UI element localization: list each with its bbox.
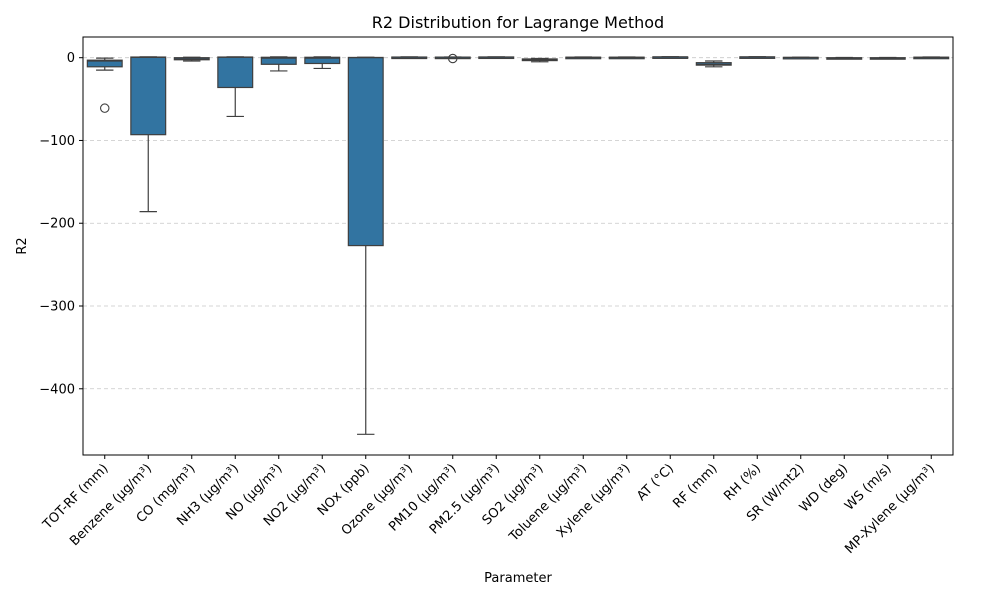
box-group	[304, 56, 341, 70]
x-axis-label: Parameter	[484, 571, 552, 586]
plot-frame	[82, 36, 954, 456]
box-iqr	[347, 56, 384, 247]
box-group	[130, 56, 167, 213]
gridlines	[83, 57, 953, 390]
box-group	[391, 56, 428, 60]
y-axis: 0 −100 −200 −300 −400	[39, 51, 83, 397]
x-tick-label: Toluene (µg/m³)	[506, 461, 590, 545]
box-group	[782, 56, 819, 60]
box-iqr	[304, 56, 341, 65]
x-tick-label: AT (°C)	[634, 461, 677, 504]
box-iqr	[86, 59, 123, 68]
chart-title: R2 Distribution for Lagrange Method	[372, 13, 664, 32]
box-group	[826, 56, 863, 60]
box-group	[260, 56, 297, 72]
x-axis: TOT-RF (mm)Benzene (µg/m³)CO (mg/m³)NH3 …	[40, 455, 938, 557]
box-group	[86, 57, 123, 113]
outlier-point	[447, 53, 458, 64]
y-axis-label: R2	[15, 237, 30, 254]
box-iqr	[260, 56, 297, 65]
x-tick-label: Xylene (µg/m³)	[554, 461, 634, 541]
x-tick-label: Benzene (µg/m³)	[67, 461, 155, 549]
outlier-point	[100, 103, 110, 113]
y-tick-label: −400	[39, 382, 75, 397]
box-group	[521, 57, 558, 63]
y-tick-label: −300	[39, 300, 75, 315]
box-group	[739, 56, 776, 59]
y-tick-label: 0	[67, 51, 75, 66]
box-group	[217, 56, 254, 118]
box-group	[869, 56, 906, 60]
box-group	[478, 56, 515, 60]
box-group	[695, 60, 732, 68]
x-tick-label: RF (mm)	[670, 461, 720, 511]
box-group	[608, 56, 645, 60]
box-group	[652, 56, 689, 59]
x-tick-label: RH (%)	[721, 461, 764, 504]
y-tick-label: −200	[39, 217, 75, 232]
y-tick-label: −100	[39, 134, 75, 149]
box-group	[434, 53, 471, 64]
box-group	[347, 56, 384, 435]
box-iqr	[217, 56, 254, 89]
boxes-layer	[86, 53, 950, 435]
box-iqr	[130, 56, 167, 136]
box-group	[913, 56, 950, 60]
box-group	[565, 56, 602, 60]
box-group	[173, 56, 210, 62]
